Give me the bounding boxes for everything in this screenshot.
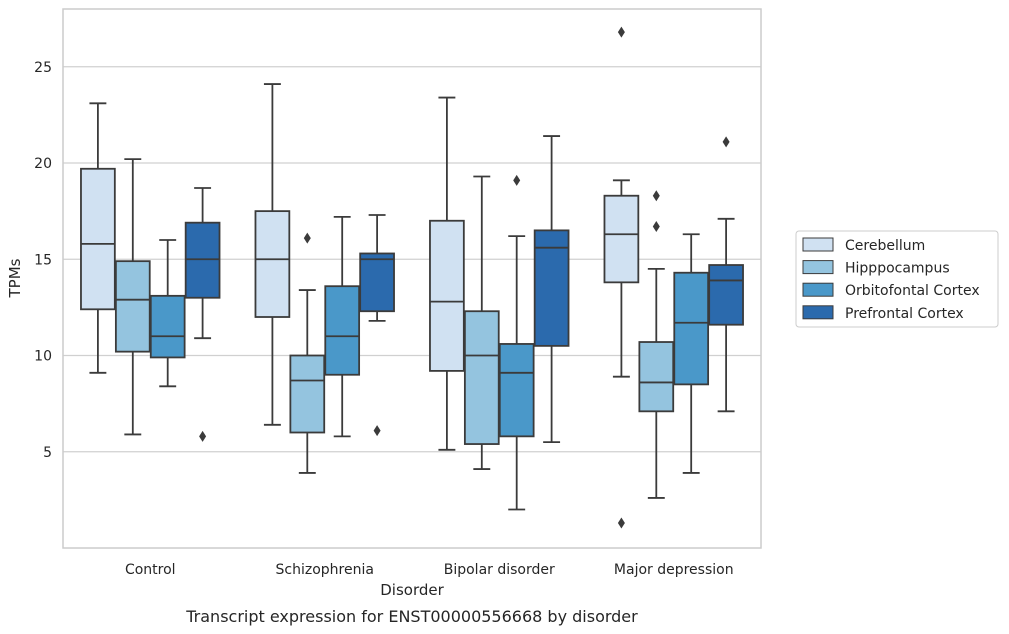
box-iqr — [254, 210, 291, 318]
outlier-point — [722, 136, 730, 148]
series-group — [149, 174, 710, 511]
box-iqr — [638, 341, 675, 413]
outlier-point — [652, 190, 660, 202]
box-iqr — [359, 252, 395, 313]
outlier-point — [652, 221, 660, 233]
box — [324, 215, 361, 438]
box — [429, 96, 465, 451]
legend-swatch — [802, 260, 834, 275]
legend-label: Orbitofontal Cortex — [845, 283, 980, 299]
x-tick-label: Schizophrenia — [276, 562, 374, 578]
x-tick-label: Major depression — [614, 562, 734, 578]
outlier-point — [373, 425, 381, 437]
box-iqr — [184, 221, 221, 299]
legend-label: Prefrontal Cortex — [845, 306, 964, 322]
outlier-point — [617, 26, 625, 38]
box-iqr — [149, 294, 186, 359]
box-iqr — [289, 354, 326, 434]
box — [184, 187, 221, 442]
y-tick-label: 10 — [34, 349, 52, 365]
box-iqr — [708, 264, 744, 326]
box-iqr — [114, 260, 151, 353]
y-tick-label: 15 — [34, 252, 52, 268]
box — [149, 239, 186, 388]
box-iqr — [80, 167, 116, 311]
series-group — [114, 158, 675, 499]
box — [463, 175, 500, 470]
x-axis-title: Disorder — [380, 581, 444, 599]
y-axis-title: TPMs — [6, 258, 24, 298]
box — [708, 136, 744, 413]
chart-caption: Transcript expression for ENST0000055666… — [185, 607, 638, 626]
box-iqr — [463, 310, 500, 445]
outlier-point — [303, 232, 311, 244]
box — [289, 232, 326, 474]
y-tick-label: 25 — [34, 60, 52, 76]
y-tick-label: 20 — [34, 156, 52, 172]
legend: Cerebellum Hipppocampus Orbitofontal Corte… — [795, 230, 999, 328]
box — [114, 158, 151, 436]
legend-swatch — [802, 237, 834, 252]
legend-label: Hipppocampus — [845, 261, 950, 277]
x-tick-label: Bipolar disorder — [444, 562, 555, 578]
legend-frame — [795, 230, 999, 328]
box — [603, 26, 640, 529]
box-series — [80, 26, 744, 529]
x-tick-label: Control — [125, 562, 176, 578]
y-tick-label: 5 — [43, 445, 52, 461]
box — [254, 83, 291, 426]
x-axis-ticks: Control Schizophrenia Bipolar disorder Majo… — [125, 562, 734, 578]
outlier-point — [513, 174, 521, 186]
y-axis-ticks: 5 10 15 20 25 — [34, 60, 52, 461]
box-iqr — [603, 194, 640, 284]
legend-label: Cerebellum — [845, 238, 925, 254]
box-iqr — [533, 229, 570, 347]
legend-item: Prefrontal Cortex — [802, 305, 964, 322]
box — [359, 214, 395, 437]
legend-swatch — [802, 282, 834, 297]
box-iqr — [429, 219, 465, 372]
series-group — [80, 26, 640, 529]
box — [80, 102, 116, 374]
legend-item: Cerebellum — [802, 237, 925, 254]
legend-swatch — [802, 305, 834, 320]
box — [533, 135, 570, 444]
series-group — [184, 135, 744, 444]
box-iqr — [673, 271, 710, 386]
legend-item: Orbitofontal Cortex — [802, 282, 980, 299]
outlier-point — [617, 517, 625, 529]
plot-area-frame — [62, 8, 762, 549]
box-iqr — [324, 285, 361, 376]
legend-items: Cerebellum Hipppocampus Orbitofontal Corte… — [802, 237, 980, 322]
box — [638, 190, 675, 499]
box-iqr — [498, 343, 535, 438]
outlier-point — [199, 430, 207, 442]
box — [498, 174, 535, 511]
box — [673, 233, 710, 474]
legend-item: Hipppocampus — [802, 260, 950, 277]
